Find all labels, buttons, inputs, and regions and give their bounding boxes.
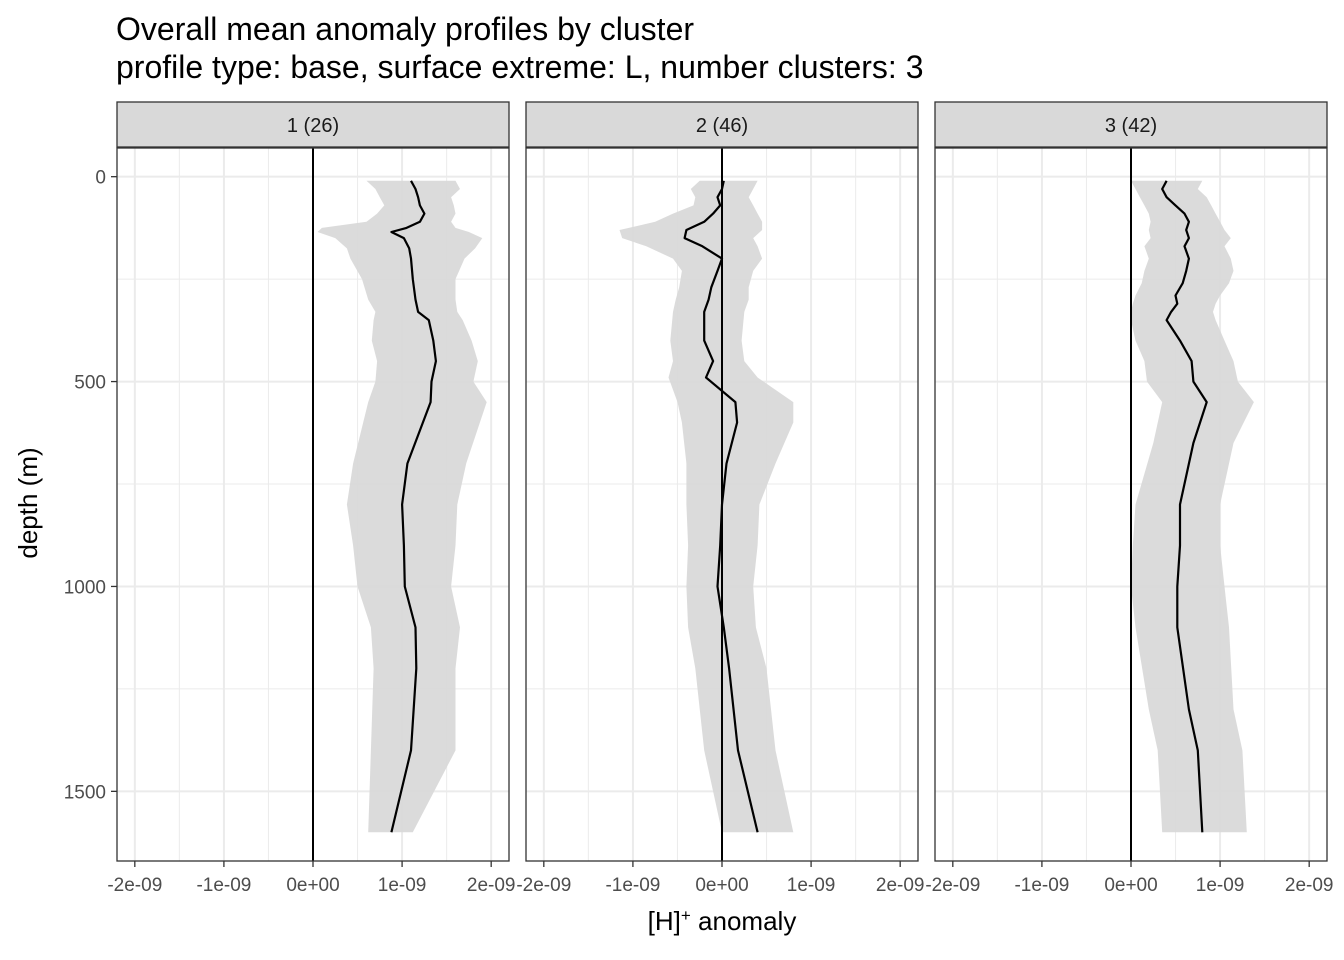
y-tick-label: 0 (95, 168, 106, 189)
confidence-ribbon (1131, 180, 1254, 833)
x-axis-title-sup: + (681, 906, 691, 925)
confidence-ribbon (619, 180, 794, 833)
mean-profile-line (683, 180, 759, 833)
chart-title: Overall mean anomaly profiles by cluster (116, 11, 695, 47)
facet-strip-label: 2 (46) (696, 115, 748, 137)
facet-strip-label: 1 (26) (287, 115, 339, 137)
x-tick-label: 1e-09 (1196, 875, 1245, 896)
x-tick-label: -1e-09 (196, 875, 251, 896)
x-tick-label: -2e-09 (107, 875, 162, 896)
x-tick-label: 1e-09 (378, 875, 427, 896)
panels-layer: 1 (26) -2e-09 -1e-09 0e+00 1e-09 2e-09 2 (46) -… (107, 101, 1334, 896)
facet-strip (525, 101, 919, 148)
x-axis-title-main: [H] (648, 906, 681, 936)
x-tick-label: 1e-09 (787, 875, 836, 896)
x-tick-label: -2e-09 (516, 875, 571, 896)
x-tick-label: 0e+00 (286, 875, 339, 896)
y-tick-label: 500 (74, 373, 106, 394)
chart-subtitle: profile type: base, surface extreme: L, … (116, 49, 924, 85)
y-axis: 0 500 1000 1500 (64, 168, 117, 803)
x-tick-label: 2e-09 (467, 875, 516, 896)
y-tick-label: 1500 (64, 782, 106, 803)
chart-title-block: Overall mean anomaly profiles by cluster… (116, 10, 923, 86)
x-tick-label: 2e-09 (876, 875, 925, 896)
panel-2: 2 (46) -2e-09 -1e-09 0e+00 1e-09 2e-09 (516, 101, 925, 896)
x-tick-label: 0e+00 (1104, 875, 1157, 896)
x-tick-label: -1e-09 (1014, 875, 1069, 896)
x-tick-label: 2e-09 (1285, 875, 1334, 896)
facet-strip (934, 101, 1328, 148)
x-axis-title: [H]+ anomaly (648, 906, 797, 937)
mean-profile-line (390, 180, 437, 833)
panel-3: 3 (42) -2e-09 -1e-09 0e+00 1e-09 2e-09 (925, 101, 1334, 896)
x-tick-label: -1e-09 (605, 875, 660, 896)
x-tick-label: 0e+00 (695, 875, 748, 896)
mean-profile-line (1161, 180, 1208, 833)
y-tick-label: 1000 (64, 577, 106, 598)
facet-strip-label: 3 (42) (1105, 115, 1157, 137)
x-tick-label: -2e-09 (925, 875, 980, 896)
x-axis-title-suffix: anomaly (691, 906, 797, 936)
panel-1: 1 (26) -2e-09 -1e-09 0e+00 1e-09 2e-09 (107, 101, 516, 896)
facet-strip (116, 101, 510, 148)
y-axis-title: depth (m) (13, 447, 43, 558)
